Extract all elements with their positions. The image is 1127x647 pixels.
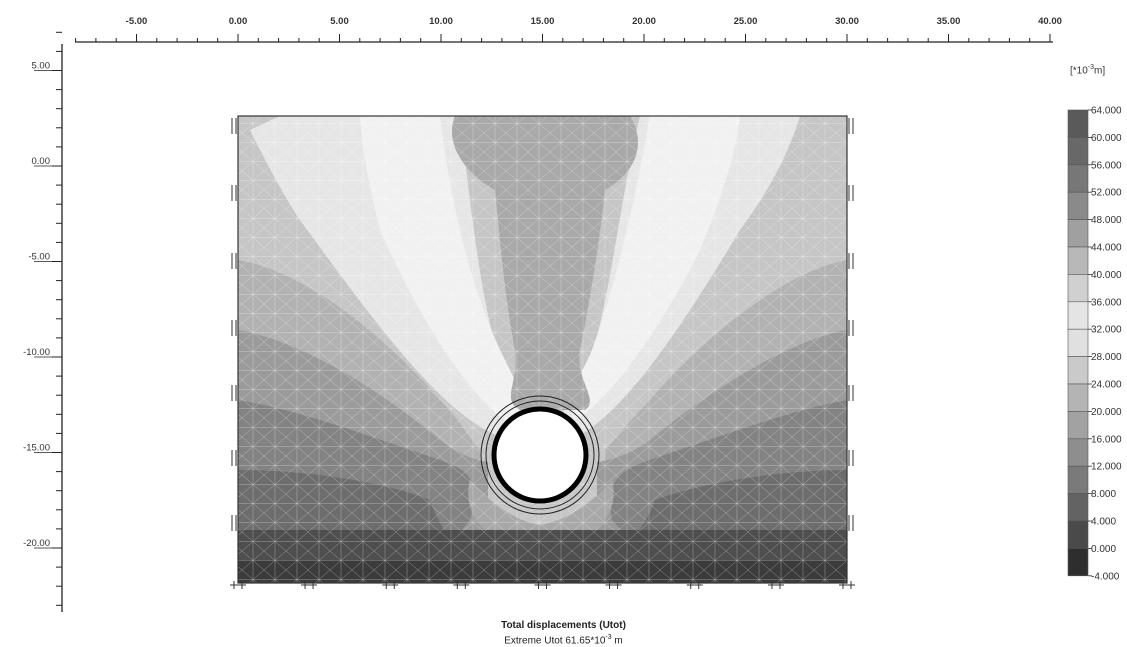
legend-value-label: 64.000	[1091, 106, 1122, 117]
legend-value-label: 16.000	[1091, 434, 1122, 445]
plot-subtitle: Extreme Utot 61.65*10-3 m	[504, 634, 623, 647]
x-tick-label: 40.00	[1038, 16, 1062, 27]
legend-value-label: 36.000	[1091, 297, 1122, 308]
legend-value-label: 60.000	[1091, 133, 1122, 144]
legend: 64.000 60.000 56.000 52.000 48.000 44.000 40.0…	[1067, 106, 1122, 582]
legend-value-label: 52.000	[1091, 188, 1122, 199]
tunnel-middle-ring	[485, 400, 595, 510]
legend-value-label: 24.000	[1091, 380, 1122, 391]
legend-swatch	[1067, 328, 1089, 357]
x-tick-label: 30.00	[835, 16, 859, 27]
plot-title: Total displacements (Utot)	[501, 620, 626, 631]
tunnel-outer-ring	[480, 395, 600, 515]
tunnel-lining	[491, 406, 589, 504]
legend-swatch	[1067, 356, 1089, 385]
legend-value-label: 4.000	[1091, 517, 1116, 528]
x-tick-label: 20.00	[632, 16, 656, 27]
x-tick-label: 0.00	[229, 16, 248, 27]
legend-value-label: 32.000	[1091, 325, 1122, 336]
legend-swatch	[1067, 383, 1089, 412]
legend-value-label: 20.000	[1091, 407, 1122, 418]
legend-value-label: 0.000	[1091, 544, 1116, 555]
legend-unit-label: [*10-3m]	[1070, 64, 1106, 77]
legend-swatch	[1067, 493, 1089, 522]
legend-swatch	[1067, 411, 1089, 440]
tunnel	[480, 395, 600, 515]
x-axis-labels: -5.00 0.00 5.00 10.00 15.00 20.00 25.00 30.00 35…	[126, 16, 1062, 27]
legend-swatch	[1067, 520, 1089, 549]
legend-swatch	[1067, 246, 1089, 275]
y-axis-ticks	[52, 31, 62, 606]
x-axis-ticks	[75, 34, 1051, 42]
x-tick-label: 25.00	[734, 16, 758, 27]
legend-value-label: -4.000	[1091, 571, 1120, 582]
legend-value-label: 28.000	[1091, 352, 1122, 363]
x-tick-label: 15.00	[531, 16, 555, 27]
legend-labels: 64.000 60.000 56.000 52.000 48.000 44.000 40.0…	[1088, 106, 1122, 582]
legend-swatch	[1067, 274, 1089, 303]
legend-swatch	[1067, 438, 1089, 467]
y-tick-label: -15.00	[23, 443, 50, 454]
x-tick-label: 35.00	[937, 16, 961, 27]
legend-swatch	[1067, 301, 1089, 330]
x-tick-label: 10.00	[429, 16, 453, 27]
legend-value-label: 48.000	[1091, 215, 1122, 226]
legend-color-bar	[1067, 109, 1089, 577]
finite-element-mesh	[238, 116, 847, 583]
boundary-fixities	[230, 118, 855, 589]
y-axis: 5.00 0.00 -5.00 -10.00 -15.00 -20.00	[23, 31, 63, 612]
x-axis: -5.00 0.00 5.00 10.00 15.00 20.00 25.00 30.00 35…	[75, 16, 1062, 43]
plot-caption: Total displacements (Utot) Extreme Utot …	[0, 620, 1127, 647]
legend-swatch	[1067, 191, 1089, 220]
legend-value-label: 56.000	[1091, 160, 1122, 171]
legend-value-label: 8.000	[1091, 489, 1116, 500]
contour-model	[238, 116, 847, 583]
legend-swatch	[1067, 219, 1089, 248]
legend-swatch	[1067, 109, 1089, 138]
legend-swatch	[1067, 548, 1089, 577]
legend-value-label: 40.000	[1091, 270, 1122, 281]
y-tick-label: -5.00	[28, 252, 50, 263]
y-tick-label: 5.00	[32, 61, 51, 72]
x-tick-label: 5.00	[330, 16, 349, 27]
legend-swatch	[1067, 137, 1089, 166]
y-axis-labels: 5.00 0.00 -5.00 -10.00 -15.00 -20.00	[23, 61, 52, 549]
y-tick-label: -20.00	[23, 538, 50, 549]
legend-swatch	[1067, 164, 1089, 193]
model-boundary	[237, 115, 848, 584]
legend-swatch	[1067, 465, 1089, 494]
x-tick-label: -5.00	[126, 16, 148, 27]
y-tick-label: 0.00	[32, 156, 51, 167]
legend-value-label: 44.000	[1091, 243, 1122, 254]
y-tick-label: -10.00	[23, 347, 50, 358]
legend-value-label: 12.000	[1091, 462, 1122, 473]
